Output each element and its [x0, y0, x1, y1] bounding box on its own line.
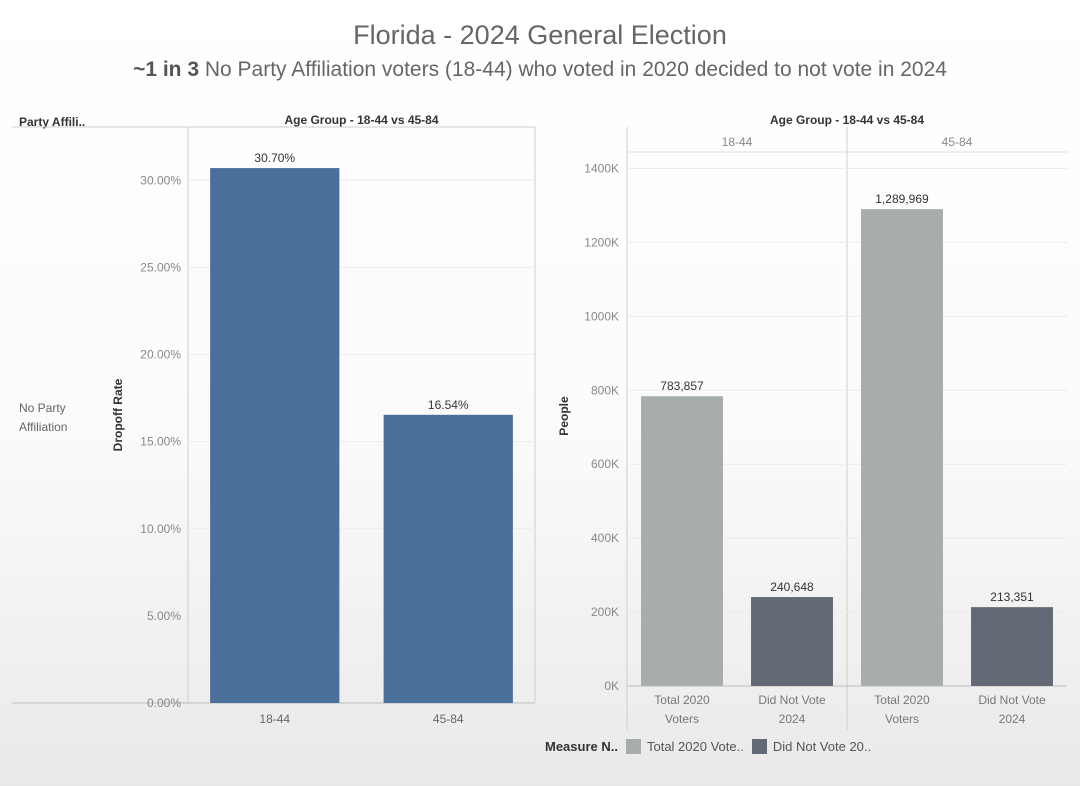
x-tick-label-line1: Total 2020	[654, 693, 710, 707]
bar-total-2020-vote-45-84	[861, 209, 943, 686]
bar-dropoff-18-44	[210, 168, 340, 704]
left-panel-title: Age Group - 18-44 vs 45-84	[284, 113, 438, 127]
left-y-tick-label: 30.00%	[140, 173, 181, 187]
x-tick-label-line2: Voters	[885, 712, 919, 726]
y-axis-title-people: People	[557, 396, 571, 436]
left-y-tick-label: 0.00%	[147, 696, 181, 710]
chart-title: Florida - 2024 General Election	[353, 20, 727, 50]
subtitle-emphasis: ~1 in 3	[133, 58, 200, 81]
x-tick-label-line2: Voters	[665, 712, 699, 726]
x-tick-label-line1: Total 2020	[874, 693, 930, 707]
legend: Measure N.. Total 2020 Vote.. Did Not Vo…	[545, 739, 879, 754]
bar-label-total-2020-vote-18-44: 783,857	[660, 379, 704, 393]
subtitle-text: No Party Affiliation voters (18-44) who …	[204, 58, 947, 81]
chart-subtitle: ~1 in 3 No Party Affiliation voters (18-…	[0, 58, 1080, 82]
left-y-tick-label: 15.00%	[140, 435, 181, 449]
left-y-tick-label: 25.00%	[140, 260, 181, 274]
right-y-tick-label: 0K	[604, 679, 619, 693]
right-y-tick-label: 600K	[591, 457, 619, 471]
left-y-tick-label: 20.00%	[140, 348, 181, 362]
right-y-tick-label: 400K	[591, 531, 619, 545]
row-header: Party Affili..	[19, 115, 85, 129]
x-tick-label-line2: 2024	[779, 712, 806, 726]
left-y-tick-label: 10.00%	[140, 522, 181, 536]
x-tick-label-line1: Did Not Vote	[978, 693, 1046, 707]
bar-label-dropoff-45-84: 16.54%	[428, 398, 469, 412]
x-tick-label-line1: Did Not Vote	[758, 693, 826, 707]
bar-label-did-not-vote-20-45-84: 213,351	[990, 590, 1034, 604]
legend-swatch-did-not-vote	[751, 739, 767, 754]
right-y-tick-label: 200K	[591, 605, 619, 619]
legend-label-did-not-vote: Did Not Vote 20..	[772, 739, 872, 754]
bar-did-not-vote-20-45-84	[971, 607, 1053, 686]
legend-swatch-total-2020	[625, 739, 641, 754]
x-tick-label-45-84: 45-84	[433, 712, 464, 726]
panel-header-18-44: 18-44	[722, 135, 753, 149]
row-label-line1: No Party	[19, 401, 66, 415]
right-panel-title: Age Group - 18-44 vs 45-84	[770, 113, 924, 127]
right-y-tick-label: 1000K	[584, 309, 619, 323]
x-tick-label-18-44: 18-44	[259, 712, 290, 726]
bar-label-total-2020-vote-45-84: 1,289,969	[875, 192, 929, 206]
left-y-tick-label: 5.00%	[147, 609, 181, 623]
x-tick-label-line2: 2024	[999, 712, 1026, 726]
legend-label-total-2020: Total 2020 Vote..	[646, 739, 744, 754]
bar-did-not-vote-20-18-44	[751, 597, 833, 686]
legend-item-did-not-vote[interactable]: Did Not Vote 20..	[751, 739, 872, 754]
legend-item-total-2020[interactable]: Total 2020 Vote..	[625, 739, 744, 754]
panel-header-45-84: 45-84	[942, 135, 973, 149]
bar-dropoff-45-84	[383, 414, 513, 703]
bar-label-did-not-vote-20-18-44: 240,648	[770, 580, 814, 594]
bar-total-2020-vote-18-44	[641, 396, 723, 686]
legend-title: Measure N..	[545, 739, 618, 754]
right-y-tick-label: 1400K	[584, 161, 619, 175]
right-y-tick-label: 1200K	[584, 235, 619, 249]
row-label-line2: Affiliation	[19, 420, 67, 434]
right-y-tick-label: 800K	[591, 383, 619, 397]
bar-label-dropoff-18-44: 30.70%	[254, 151, 295, 165]
y-axis-title-dropoff: Dropoff Rate	[111, 378, 125, 451]
